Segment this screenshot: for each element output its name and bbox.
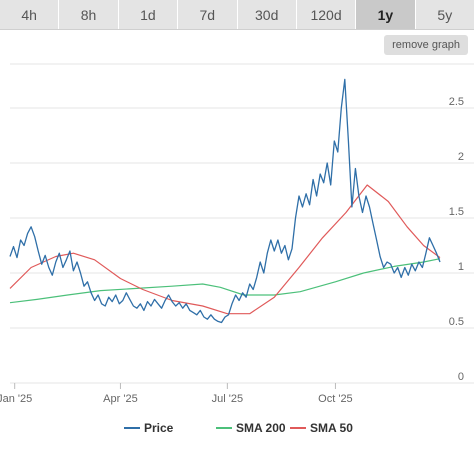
legend-label: SMA 50 xyxy=(310,421,353,435)
remove-graph-button[interactable]: remove graph xyxy=(384,35,468,55)
range-tab-1y[interactable]: 1y xyxy=(356,0,416,29)
x-tick-label: Jan '25 xyxy=(0,393,32,405)
series-line-sma-50 xyxy=(9,184,441,315)
y-axis-ticks: 0 0.5 1 1.5 2 2.5 xyxy=(449,96,464,383)
legend-label: SMA 200 xyxy=(236,421,286,435)
range-tab-4h[interactable]: 4h xyxy=(0,0,60,29)
grid-lines xyxy=(10,63,474,384)
range-tabs: 4h 8h 1d 7d 30d 120d 1y 5y xyxy=(0,0,474,30)
y-tick-label: 0.5 xyxy=(449,316,464,328)
range-tab-1d[interactable]: 1d xyxy=(118,0,179,29)
legend-item-sma-50[interactable]: SMA 50 xyxy=(290,421,353,435)
y-tick-label: 1 xyxy=(458,261,464,273)
series-line-sma-200 xyxy=(9,258,441,304)
range-tab-7d[interactable]: 7d xyxy=(178,0,238,29)
series-line-price xyxy=(9,78,441,324)
y-tick-label: 2.5 xyxy=(449,96,464,108)
legend-item-price[interactable]: Price xyxy=(124,421,174,435)
range-tab-5y[interactable]: 5y xyxy=(415,0,474,29)
x-tick-label: Jul '25 xyxy=(212,393,243,405)
series-lines xyxy=(9,78,441,324)
legend-label: Price xyxy=(144,421,174,435)
range-tab-30d[interactable]: 30d xyxy=(237,0,297,29)
range-tab-8h[interactable]: 8h xyxy=(59,0,119,29)
legend-item-sma-200[interactable]: SMA 200 xyxy=(216,421,286,435)
x-axis-ticks: Jan '25 Apr '25 Jul '25 Oct '25 xyxy=(0,383,353,405)
x-tick-label: Oct '25 xyxy=(318,393,353,405)
x-tick-label: Apr '25 xyxy=(103,393,138,405)
range-tab-120d[interactable]: 120d xyxy=(296,0,357,29)
y-tick-label: 0 xyxy=(458,371,464,383)
legend: Price SMA 200 SMA 50 xyxy=(124,421,353,435)
y-tick-label: 1.5 xyxy=(449,206,464,218)
y-tick-label: 2 xyxy=(458,151,464,163)
